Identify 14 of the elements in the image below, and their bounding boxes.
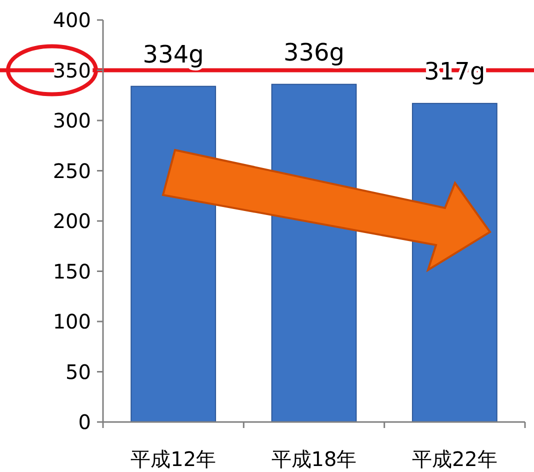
y-tick-label: 150 bbox=[52, 259, 91, 284]
data-label: 336g bbox=[283, 38, 345, 66]
y-tick-label: 100 bbox=[52, 310, 91, 334]
y-tick-label: 50 bbox=[66, 360, 91, 384]
data-label: 334g bbox=[142, 40, 204, 68]
y-tick-label: 0 bbox=[78, 410, 91, 434]
x-tick-label: 平成18年 bbox=[271, 447, 357, 471]
y-tick-label: 300 bbox=[52, 108, 91, 132]
y-tick-label: 200 bbox=[52, 209, 91, 233]
x-tick-label: 平成12年 bbox=[130, 447, 216, 471]
x-tick-label: 平成22年 bbox=[412, 447, 498, 471]
bar bbox=[130, 86, 216, 422]
y-tick-label: 250 bbox=[52, 158, 91, 183]
y-tick-label: 400 bbox=[52, 8, 91, 32]
